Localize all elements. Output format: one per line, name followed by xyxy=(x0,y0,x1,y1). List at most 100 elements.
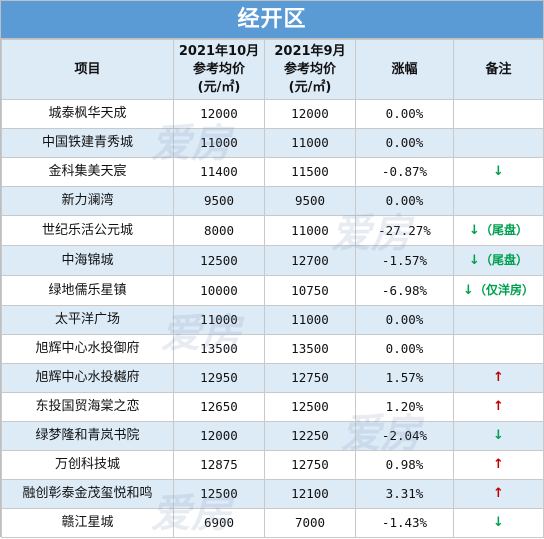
district-title: 经开区 xyxy=(1,1,543,39)
header-note: 备注 xyxy=(453,39,544,100)
table-row: 旭辉中心水投御府 13500 13500 0.00% xyxy=(1,334,544,364)
arrow-up-icon: ↑ xyxy=(493,486,504,501)
header-oct-line2: 参考均价 xyxy=(192,61,245,77)
header-sep-line1: 2021年9月 xyxy=(274,43,346,59)
table-row: 融创彰泰金茂玺悦和鸣 12500 12100 3.31% ↑ xyxy=(1,479,544,509)
sep-price: 12250 xyxy=(264,421,356,451)
project-name: 金科集美天宸 xyxy=(1,157,174,187)
header-oct-line3: (元/㎡) xyxy=(197,79,241,95)
project-name: 赣江星城 xyxy=(1,508,174,538)
sep-price: 12100 xyxy=(264,479,356,509)
project-name: 太平洋广场 xyxy=(1,305,174,335)
change-rate: -0.87% xyxy=(355,157,454,187)
table-row: 金科集美天宸 11400 11500 -0.87% ↓ xyxy=(1,157,544,187)
sep-price: 11000 xyxy=(264,215,356,246)
table-row: 世纪乐活公元城 8000 11000 -27.27% ↓（尾盘） xyxy=(1,215,544,246)
header-project: 项目 xyxy=(1,39,174,100)
oct-price: 10000 xyxy=(173,275,265,306)
note-cell: ↑ xyxy=(453,450,544,480)
project-name: 绿梦隆和青岚书院 xyxy=(1,421,174,451)
sep-price: 12700 xyxy=(264,245,356,276)
header-oct-line1: 2021年10月 xyxy=(178,43,260,59)
project-name: 融创彰泰金茂玺悦和鸣 xyxy=(1,479,174,509)
change-rate: 0.00% xyxy=(355,305,454,335)
arrow-down-icon: ↓ xyxy=(469,223,480,238)
oct-price: 12875 xyxy=(173,450,265,480)
note-cell: ↓ xyxy=(453,508,544,538)
change-rate: 0.98% xyxy=(355,450,454,480)
table-row: 绿地儒乐星镇 10000 10750 -6.98% ↓（仅洋房） xyxy=(1,275,544,306)
header-oct-price: 2021年10月 参考均价 (元/㎡) xyxy=(173,39,265,100)
arrow-up-icon: ↑ xyxy=(493,457,504,472)
note-cell: ↓（仅洋房） xyxy=(453,275,544,306)
note-cell xyxy=(453,99,544,129)
sep-price: 12750 xyxy=(264,450,356,480)
oct-price: 12000 xyxy=(173,99,265,129)
change-rate: 3.31% xyxy=(355,479,454,509)
table-row: 新力澜湾 9500 9500 0.00% xyxy=(1,186,544,216)
header-change: 涨幅 xyxy=(355,39,454,100)
oct-price: 12950 xyxy=(173,363,265,393)
table-row: 旭辉中心水投樾府 12950 12750 1.57% ↑ xyxy=(1,363,544,393)
project-name: 万创科技城 xyxy=(1,450,174,480)
table-row: 赣江星城 6900 7000 -1.43% ↓ xyxy=(1,508,544,538)
oct-price: 12650 xyxy=(173,392,265,422)
oct-price: 11000 xyxy=(173,128,265,158)
header-row: 项目 2021年10月 参考均价 (元/㎡) 2021年9月 参考均价 (元/㎡… xyxy=(1,39,544,100)
change-rate: -2.04% xyxy=(355,421,454,451)
project-name: 新力澜湾 xyxy=(1,186,174,216)
project-name: 世纪乐活公元城 xyxy=(1,215,174,246)
change-rate: -1.43% xyxy=(355,508,454,538)
change-rate: 0.00% xyxy=(355,128,454,158)
oct-price: 11400 xyxy=(173,157,265,187)
table-row: 中海锦城 12500 12700 -1.57% ↓（尾盘） xyxy=(1,245,544,276)
oct-price: 6900 xyxy=(173,508,265,538)
project-name: 旭辉中心水投樾府 xyxy=(1,363,174,393)
oct-price: 12000 xyxy=(173,421,265,451)
table-row: 万创科技城 12875 12750 0.98% ↑ xyxy=(1,450,544,480)
sep-price: 13500 xyxy=(264,334,356,364)
oct-price: 12500 xyxy=(173,479,265,509)
note-cell: ↑ xyxy=(453,392,544,422)
header-sep-line2: 参考均价 xyxy=(283,61,336,77)
table-row: 绿梦隆和青岚书院 12000 12250 -2.04% ↓ xyxy=(1,421,544,451)
oct-price: 13500 xyxy=(173,334,265,364)
project-name: 中海锦城 xyxy=(1,245,174,276)
note-cell xyxy=(453,186,544,216)
sep-price: 11000 xyxy=(264,305,356,335)
project-name: 中国铁建青秀城 xyxy=(1,128,174,158)
arrow-up-icon: ↑ xyxy=(493,370,504,385)
project-name: 城泰枫华天成 xyxy=(1,99,174,129)
note-text: （尾盘） xyxy=(479,223,528,237)
change-rate: 1.20% xyxy=(355,392,454,422)
note-cell: ↓ xyxy=(453,157,544,187)
project-name: 绿地儒乐星镇 xyxy=(1,275,174,306)
table-row: 东投国贸海棠之恋 12650 12500 1.20% ↑ xyxy=(1,392,544,422)
arrow-down-icon: ↓ xyxy=(469,253,480,268)
change-rate: 0.00% xyxy=(355,186,454,216)
change-rate: 0.00% xyxy=(355,334,454,364)
note-cell: ↓（尾盘） xyxy=(453,215,544,246)
change-rate: -1.57% xyxy=(355,245,454,276)
note-cell: ↓（尾盘） xyxy=(453,245,544,276)
note-cell xyxy=(453,128,544,158)
header-sep-price: 2021年9月 参考均价 (元/㎡) xyxy=(264,39,356,100)
note-cell: ↑ xyxy=(453,479,544,509)
sep-price: 12750 xyxy=(264,363,356,393)
sep-price: 10750 xyxy=(264,275,356,306)
arrow-down-icon: ↓ xyxy=(493,515,504,530)
sep-price: 11500 xyxy=(264,157,356,187)
sep-price: 12000 xyxy=(264,99,356,129)
change-rate: 1.57% xyxy=(355,363,454,393)
sep-price: 7000 xyxy=(264,508,356,538)
header-sep-line3: (元/㎡) xyxy=(288,79,332,95)
sep-price: 12500 xyxy=(264,392,356,422)
note-text: （仅洋房） xyxy=(473,283,534,297)
change-rate: 0.00% xyxy=(355,99,454,129)
sep-price: 9500 xyxy=(264,186,356,216)
oct-price: 11000 xyxy=(173,305,265,335)
project-name: 旭辉中心水投御府 xyxy=(1,334,174,364)
arrow-up-icon: ↑ xyxy=(493,399,504,414)
note-cell xyxy=(453,334,544,364)
